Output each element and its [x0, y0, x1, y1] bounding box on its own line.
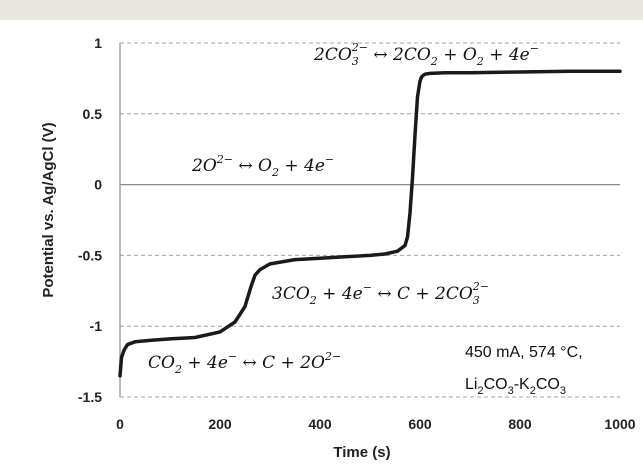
grid-lines	[120, 42, 620, 398]
y-tick-label: -1	[90, 318, 103, 334]
annotation-carbonate-oxidation: 2CO32− ↔ 2CO2 + O2 + 4e−	[313, 41, 539, 68]
header-band	[0, 0, 643, 20]
conditions-note-line1: 450 mA, 574 °C,	[465, 344, 583, 361]
y-tick-label: 0.5	[83, 106, 103, 122]
conditions-note-line2: Li2CO3-K2CO3	[465, 376, 566, 397]
y-tick-label: -1.5	[78, 389, 102, 405]
x-tick-label: 200	[208, 416, 232, 432]
y-axis-label: Potential vs. Ag/AgCl (V)	[40, 122, 57, 297]
y-tick-label: 0	[94, 177, 102, 193]
potential-curve	[118, 69, 622, 378]
x-tick-label: 0	[116, 416, 124, 432]
y-tick-label: 1	[94, 35, 102, 51]
x-axis-label: Time (s)	[333, 444, 390, 461]
x-tick-labels: 0 200 400 600 800 1000	[116, 416, 636, 432]
x-tick-label: 400	[308, 416, 332, 432]
x-tick-label: 600	[408, 416, 432, 432]
annotation-co2-reduction-oxide: CO2 + 4e− ↔ C + 2O2−	[148, 350, 341, 376]
annotation-oxide-oxidation: 2O2− ↔ O2 + 4e−	[191, 153, 334, 179]
y-tick-label: -0.5	[78, 247, 102, 263]
x-tick-label: 800	[508, 416, 532, 432]
y-tick-labels: 1 0.5 0 -0.5 -1 -1.5	[78, 35, 102, 405]
annotation-co2-reduction-carbonate: 3CO2 + 4e− ↔ C + 2CO32−	[272, 280, 489, 307]
x-tick-label: 1000	[604, 416, 635, 432]
